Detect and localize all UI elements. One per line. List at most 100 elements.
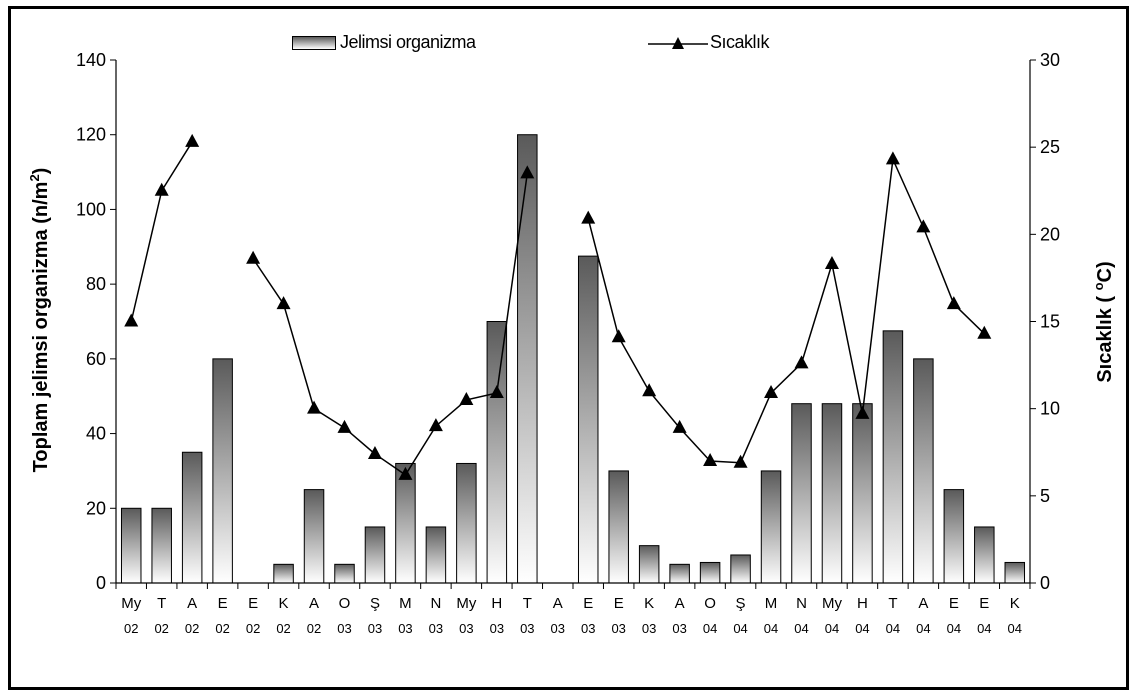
x-tick-label-year: 04 — [764, 621, 778, 636]
x-tick-label-month: My — [121, 595, 141, 612]
x-tick-label-year: 03 — [337, 621, 351, 636]
y2-tick-label: 25 — [1040, 137, 1060, 157]
temperature-point — [185, 133, 200, 147]
temperature-point — [581, 210, 596, 224]
x-tick-label-year: 03 — [642, 621, 656, 636]
x-tick-label-month: M — [399, 595, 412, 612]
x-tick-label-month: K — [644, 595, 654, 612]
x-tick-label-month: K — [1010, 595, 1020, 612]
x-tick-label-month: T — [888, 595, 897, 612]
y-tick-label: 100 — [76, 199, 106, 219]
x-tick-label-month: My — [822, 595, 842, 612]
temperature-point — [520, 165, 535, 179]
x-tick-label-year: 03 — [611, 621, 625, 636]
temperature-point — [733, 454, 748, 468]
bar-mark — [821, 403, 843, 584]
x-tick-label-year: 02 — [154, 621, 168, 636]
x-tick-label-year: 03 — [490, 621, 504, 636]
legend-label-bars: Jelimsi organizma — [340, 32, 476, 52]
temperature-point — [428, 418, 443, 432]
temperature-point — [611, 329, 626, 343]
bar-mark — [974, 526, 995, 584]
bar-mark — [943, 489, 965, 584]
x-tick-label-year: 02 — [307, 621, 321, 636]
bar-mark — [486, 321, 508, 584]
bar-mark — [852, 403, 873, 584]
x-tick-label-year: 04 — [794, 621, 808, 636]
y-tick-label: 0 — [96, 573, 106, 593]
bar-mark — [151, 507, 172, 584]
y2-tick-label: 5 — [1040, 486, 1050, 506]
temperature-point — [916, 219, 931, 233]
x-tick-label-year: 04 — [825, 621, 839, 636]
y-tick-label: 80 — [86, 274, 106, 294]
temperature-point — [977, 325, 992, 339]
bar-mark — [303, 489, 325, 584]
x-tick-label-month: A — [187, 595, 197, 612]
y2-tick-label: 10 — [1040, 399, 1060, 419]
x-tick-label-year: 03 — [459, 621, 473, 636]
x-tick-label-year: 03 — [551, 621, 565, 636]
x-tick-label-month: K — [279, 595, 289, 612]
x-tick-label-year: 02 — [185, 621, 199, 636]
x-tick-label-month: Ş — [736, 595, 746, 612]
x-tick-label-month: H — [491, 595, 502, 612]
x-tick-label-month: E — [218, 595, 228, 612]
y2-tick-label: 15 — [1040, 312, 1060, 332]
y-tick-label: 60 — [86, 349, 106, 369]
bar-mark — [730, 554, 751, 584]
x-tick-label-month: A — [553, 595, 563, 612]
x-tick-label-year: 04 — [977, 621, 991, 636]
temperature-point — [246, 250, 261, 264]
x-tick-label-year: 03 — [429, 621, 443, 636]
y2-axis-title-unit: C) — [1093, 261, 1116, 283]
x-tick-label-year: 04 — [947, 621, 961, 636]
temperature-point — [824, 255, 839, 269]
x-tick-label-month: A — [309, 595, 319, 612]
temperature-point — [307, 400, 322, 414]
bar-mark — [425, 526, 447, 584]
temperature-point — [276, 296, 291, 310]
x-tick-label-month: A — [918, 595, 928, 612]
legend-line-swatch — [648, 36, 708, 49]
bar-mark — [638, 545, 660, 584]
y-axis-title-superscript: 2 — [27, 174, 43, 182]
x-tick-label-month: N — [430, 595, 441, 612]
bar-mark — [669, 563, 690, 584]
x-tick-label-year: 03 — [520, 621, 534, 636]
bar-mark — [1004, 561, 1026, 584]
temperature-point — [398, 466, 413, 480]
bar-mark — [882, 330, 904, 584]
temperature-point — [764, 384, 779, 398]
bar-mark — [364, 526, 386, 584]
x-tick-label-year: 04 — [886, 621, 900, 636]
x-tick-label-month: E — [583, 595, 593, 612]
x-tick-label-month: E — [979, 595, 989, 612]
temperature-point — [367, 445, 382, 459]
x-tick-label-year: 04 — [703, 621, 717, 636]
x-tick-label-month: H — [857, 595, 868, 612]
x-tick-label-month: O — [339, 595, 351, 612]
temperature-line-segment — [130, 141, 193, 322]
bar-mark — [699, 561, 721, 584]
x-tick-label-year: 03 — [368, 621, 382, 636]
temperature-point — [459, 391, 474, 405]
y2-tick-label: 0 — [1040, 573, 1050, 593]
bar-mark — [334, 563, 355, 584]
temperature-line-segment — [587, 156, 985, 464]
bar-mark — [120, 507, 142, 584]
y-axis-title-close: ) — [29, 167, 52, 175]
x-tick-label-month: O — [704, 595, 716, 612]
x-tick-label-month: E — [949, 595, 959, 612]
temperature-point — [946, 296, 961, 310]
bar-mark — [395, 462, 416, 584]
bar-mark — [577, 255, 599, 584]
legend-bar-swatch — [292, 35, 336, 50]
y-tick-label: 140 — [76, 50, 106, 70]
x-tick-label-year: 03 — [398, 621, 412, 636]
x-tick-label-year: 04 — [916, 621, 930, 636]
bar-mark — [181, 451, 203, 584]
x-tick-label-month: T — [157, 595, 166, 612]
legend-label-line: Sıcaklık — [710, 32, 770, 52]
